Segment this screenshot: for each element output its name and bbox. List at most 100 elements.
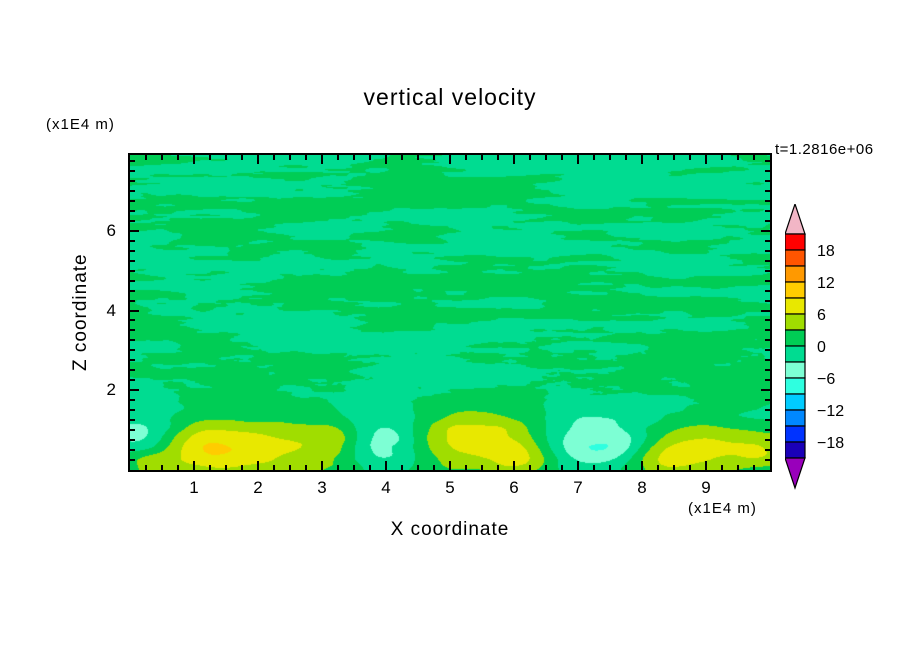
colorbar-cell (784, 297, 806, 315)
tick-mark (177, 465, 179, 470)
y-axis-unit-label: (x1E4 m) (46, 116, 115, 133)
tick-mark (145, 465, 147, 470)
tick-mark (497, 155, 499, 160)
tick-mark (673, 155, 675, 160)
tick-mark (765, 180, 770, 182)
y-tick-labels: 2 4 6 (92, 155, 122, 470)
tick-mark (765, 429, 770, 431)
tick-mark (765, 250, 770, 252)
x-tick-label: 1 (189, 478, 199, 497)
tick-mark (625, 465, 627, 470)
page-title: vertical velocity (363, 84, 537, 110)
x-tick-label: 5 (445, 478, 455, 497)
colorbar-cell (784, 249, 806, 267)
tick-mark (765, 200, 770, 202)
tick-mark (765, 260, 770, 262)
x-tick-label: 6 (509, 478, 519, 497)
tick-mark (593, 465, 595, 470)
tick-mark (257, 461, 259, 470)
tick-mark (130, 170, 135, 172)
tick-mark (753, 155, 755, 160)
tick-mark (465, 155, 467, 160)
colorbar-cell (784, 425, 806, 443)
tick-mark (449, 155, 451, 164)
tick-mark (765, 459, 770, 461)
colorbar-cell (784, 441, 806, 459)
tick-mark (225, 155, 227, 160)
tick-mark (673, 465, 675, 470)
tick-mark (385, 461, 387, 470)
tick-mark (641, 461, 643, 470)
tick-mark (765, 290, 770, 292)
tick-mark (765, 329, 770, 331)
tick-mark (545, 155, 547, 160)
tick-mark (561, 465, 563, 470)
tick-mark (401, 465, 403, 470)
tick-mark (130, 349, 135, 351)
x-tick-label: 8 (637, 478, 647, 497)
tick-mark (761, 389, 770, 391)
tick-mark (257, 155, 259, 164)
colorbar-label: −12 (817, 403, 844, 420)
tick-mark (130, 270, 135, 272)
tick-mark (130, 449, 135, 451)
tick-mark (130, 310, 139, 312)
tick-mark (765, 220, 770, 222)
x-tick-label: 3 (317, 478, 327, 497)
tick-mark (241, 155, 243, 160)
tick-mark (241, 465, 243, 470)
tick-mark (765, 359, 770, 361)
colorbar-cell (784, 265, 806, 283)
tick-mark (337, 465, 339, 470)
colorbar-label: −6 (817, 371, 835, 388)
tick-mark (609, 465, 611, 470)
tick-mark (337, 155, 339, 160)
y-tick-label: 6 (106, 220, 116, 240)
tick-mark (765, 439, 770, 441)
tick-mark (513, 155, 515, 164)
tick-mark (705, 155, 707, 164)
tick-mark (305, 155, 307, 160)
tick-mark (765, 369, 770, 371)
tick-mark (641, 155, 643, 164)
tick-mark (225, 465, 227, 470)
tick-mark (130, 160, 135, 162)
tick-mark (145, 155, 147, 160)
tick-mark (765, 349, 770, 351)
tick-mark (753, 465, 755, 470)
tick-mark (130, 369, 135, 371)
tick-mark (765, 300, 770, 302)
tick-mark (130, 210, 135, 212)
tick-mark (130, 429, 135, 431)
tick-mark (625, 155, 627, 160)
tick-mark (765, 399, 770, 401)
tick-mark (417, 155, 419, 160)
x-tick-label: 2 (253, 478, 263, 497)
colorbar-cell (784, 409, 806, 427)
colorbar-cell (784, 393, 806, 411)
tick-mark (130, 389, 139, 391)
tick-mark (130, 220, 135, 222)
tick-mark (353, 465, 355, 470)
tick-mark (130, 190, 135, 192)
colorbar-cell (784, 233, 806, 251)
x-axis-label: X coordinate (390, 519, 510, 540)
tick-mark (273, 155, 275, 160)
colorbar-cell (784, 361, 806, 379)
tick-mark (545, 465, 547, 470)
colorbar-bottom-arrow (784, 457, 806, 490)
colorbar-label: 6 (817, 307, 826, 324)
tick-mark (449, 461, 451, 470)
tick-mark (130, 300, 135, 302)
tick-mark (497, 465, 499, 470)
tick-mark (689, 155, 691, 160)
tick-mark (737, 465, 739, 470)
tick-mark (609, 155, 611, 160)
tick-mark (130, 230, 139, 232)
tick-mark (657, 155, 659, 160)
tick-mark (481, 155, 483, 160)
tick-mark (705, 461, 707, 470)
tick-mark (305, 465, 307, 470)
tick-mark (765, 210, 770, 212)
